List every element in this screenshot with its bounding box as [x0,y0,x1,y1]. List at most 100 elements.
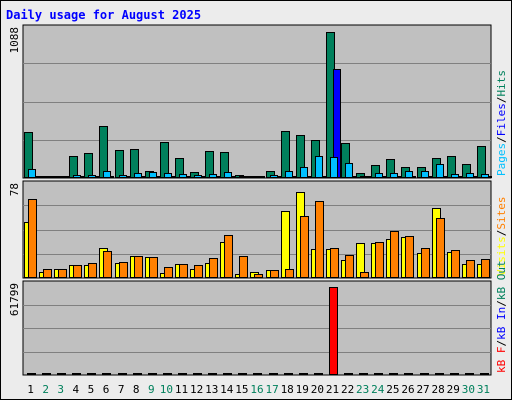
x-tick-label: 7 [118,383,125,396]
panel-legend: kB F/kB In/kB Out [495,260,508,373]
bar-kb-f-day-12 [193,373,202,375]
bar-pages-day-27 [421,171,429,178]
legend-separator: / [495,340,508,347]
bar-kb-f-day-2 [42,373,51,375]
bar-hits-day-10 [160,142,169,178]
bar-kb-f-day-26 [404,373,413,375]
bar-kb-f-day-5 [87,373,96,375]
bar-kb-f-day-24 [374,373,383,375]
x-tick-label: 4 [73,383,80,396]
y-axis-max-label: 1088 [8,27,21,54]
bar-pages-day-21 [330,157,338,178]
bar-pages-day-17 [270,175,278,178]
bar-kb-f-day-30 [465,373,474,375]
bar-pages-day-6 [103,171,111,178]
x-tick-label: 24 [371,383,385,396]
bar-kb-f-day-7 [118,373,127,375]
bar-kb-f-day-4 [72,373,81,375]
legend-separator: / [495,97,508,104]
bar-kb-f-day-13 [208,373,217,375]
series-pages [28,156,489,178]
x-axis-labels: 1 2 3 4 5 6 7 8 9 10 11 12 13 14 15 16 17 18 19 20 21 22 23 24 2… [27,383,490,396]
bar-sites-day-31 [481,259,490,278]
bar-pages-day-4 [73,175,81,178]
bar-pages-day-18 [285,171,293,178]
x-tick-label: 10 [160,383,173,396]
bar-pages-day-20 [315,156,323,178]
bar-sites-day-1 [28,199,37,278]
bar-sites-day-5 [88,263,97,278]
chart-panels: 1088Pages/Files/Hits78Visits/Sites61799k… [8,24,508,376]
bar-pages-day-24 [375,173,383,178]
bar-kb-f-day-9 [148,373,157,375]
bar-hits-day-7 [115,150,124,178]
legend-item: Hits [495,70,508,97]
legend-item: kB Out [495,260,508,300]
bar-hits-day-4 [69,156,78,178]
x-tick-label: 29 [447,383,460,396]
legend-item: Pages [495,143,508,176]
x-tick-label: 14 [220,383,234,396]
bar-pages-day-16 [254,176,262,178]
bar-pages-day-25 [390,173,398,178]
bar-kb-f-day-21 [329,287,338,375]
x-tick-label: 26 [401,383,414,396]
x-tick-label: 9 [148,383,155,396]
legend-item: kB In [495,307,508,340]
y-axis-max-label: 61799 [8,283,21,316]
x-tick-label: 5 [88,383,95,396]
x-tick-label: 31 [477,383,490,396]
bar-pages-day-9 [149,172,157,178]
bar-hits-day-6 [99,126,108,178]
bar-kb-f-day-14 [223,373,232,375]
bar-kb-f-day-6 [102,373,111,375]
x-tick-label: 28 [432,383,445,396]
bar-pages-day-1 [28,169,36,178]
bar-sites-day-14 [224,235,233,278]
bar-kb-f-day-16 [253,373,262,375]
bar-sites-day-6 [103,251,112,278]
bar-pages-day-3 [58,176,66,178]
x-tick-label: 30 [462,383,475,396]
bar-kb-f-day-17 [269,373,278,375]
bar-hits-day-13 [205,151,214,178]
bar-pages-day-5 [88,175,96,178]
bar-kb-f-day-18 [284,373,293,375]
x-tick-label: 23 [356,383,369,396]
bar-kb-f-day-10 [163,373,172,375]
x-tick-label: 22 [341,383,354,396]
panel-background [22,24,492,179]
bar-sites-day-22 [345,255,354,278]
panel-legend: Visits/Sites [495,197,508,277]
x-tick-label: 13 [205,383,218,396]
panel-legend: Pages/Files/Hits [495,70,508,176]
bar-kb-f-day-25 [389,373,398,375]
bar-kb-f-day-29 [450,373,459,375]
bar-pages-day-13 [209,174,217,178]
bar-pages-day-29 [451,174,459,178]
bar-kb-f-day-20 [314,373,323,375]
x-tick-label: 19 [296,383,309,396]
bar-hits-day-5 [84,153,93,178]
bar-sites-day-2 [43,269,52,278]
chart-title: Daily usage for August 2025 [6,8,201,22]
bar-sites-day-10 [164,267,173,278]
bar-sites-day-18 [285,269,294,278]
bar-pages-day-31 [481,174,489,178]
bar-pages-day-2 [43,176,51,178]
bar-sites-day-9 [149,257,158,278]
bar-pages-day-22 [345,163,353,178]
bar-kb-f-day-31 [480,373,489,375]
bar-sites-day-16 [254,274,263,278]
bar-sites-day-30 [466,260,475,278]
x-tick-label: 3 [57,383,64,396]
x-tick-label: 2 [42,383,49,396]
bar-kb-f-day-27 [420,373,429,375]
x-tick-label: 18 [281,383,294,396]
bar-pages-day-28 [436,164,444,178]
x-tick-label: 8 [133,383,140,396]
bar-pages-day-30 [466,173,474,178]
bar-sites-day-3 [58,269,67,278]
